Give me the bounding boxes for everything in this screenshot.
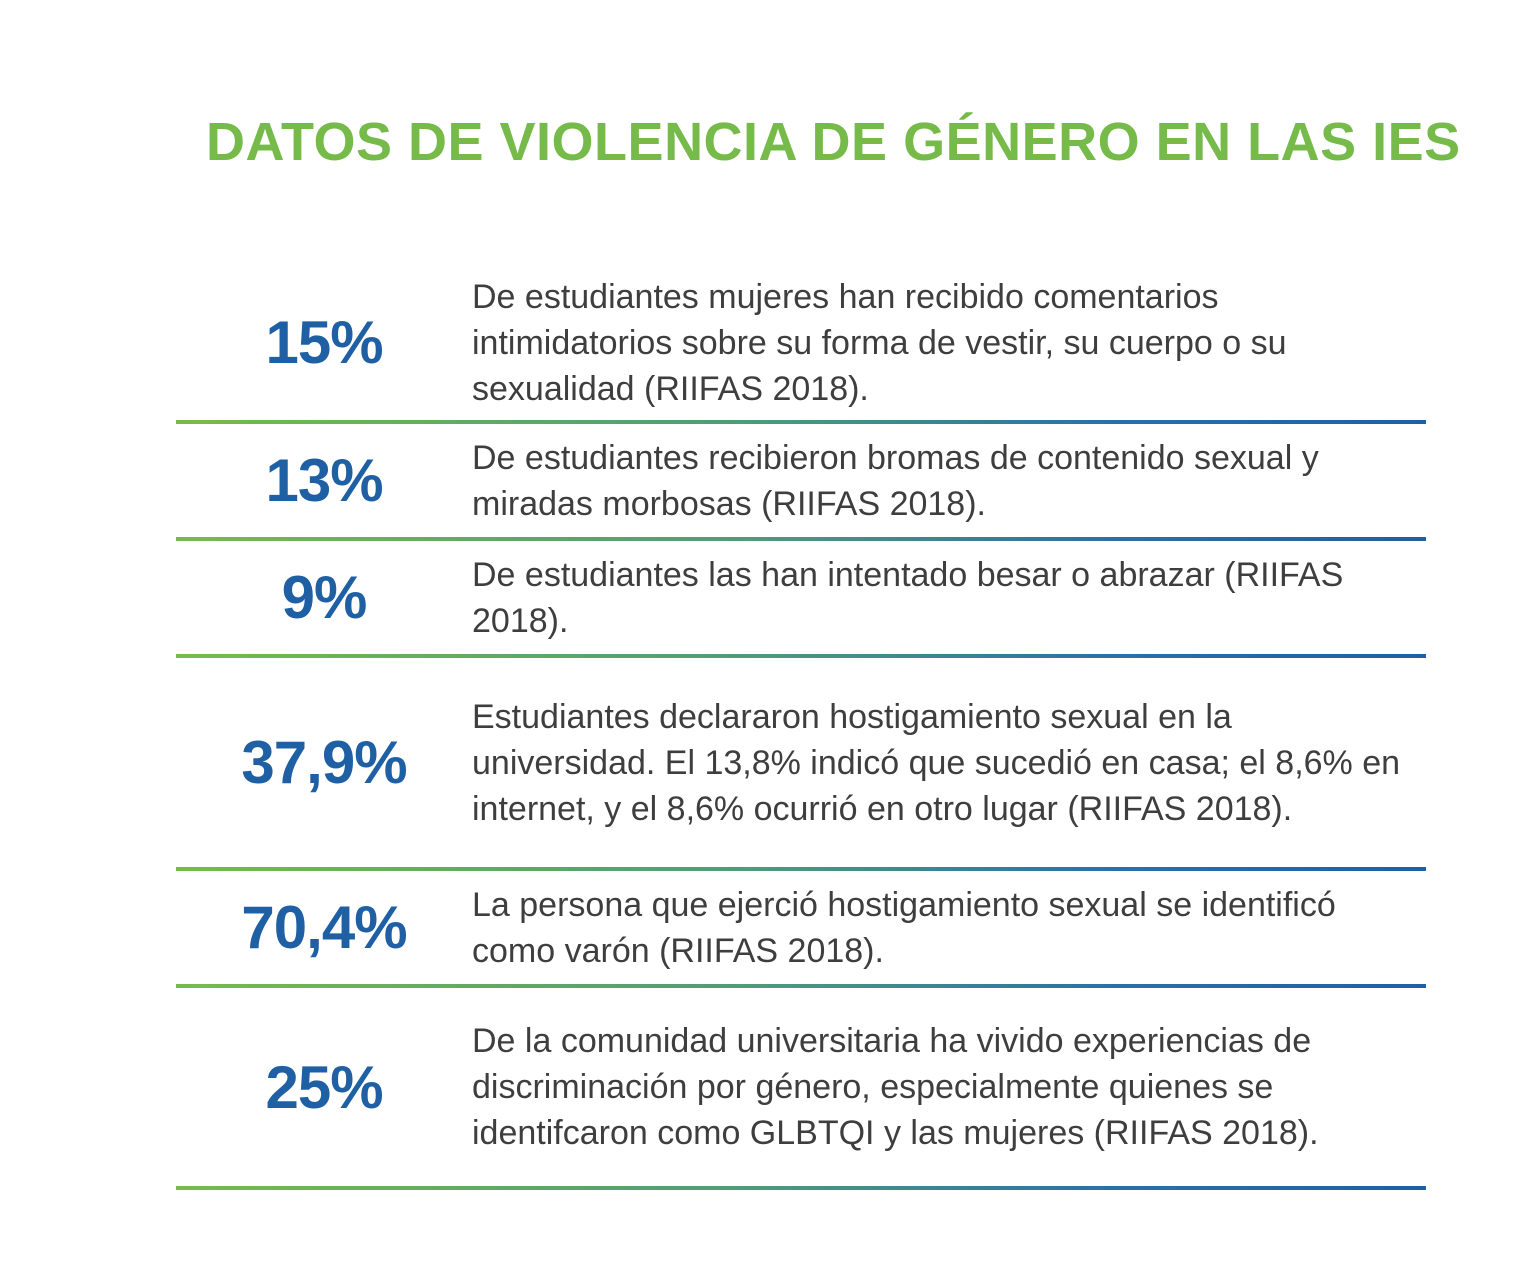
stat-row: 37,9% Estudiantes declararon hostigamien…: [176, 658, 1426, 867]
stats-list: 15% De estudiantes mujeres han recibido …: [176, 265, 1426, 1190]
stat-description: De estudiantes mujeres han recibido come…: [472, 277, 1287, 408]
stat-description: La persona que ejerció hostigamiento sex…: [472, 885, 1336, 970]
stat-description: De la comunidad universitaria ha vivido …: [472, 1022, 1319, 1152]
row-divider: [176, 867, 1426, 871]
stat-percent: 37,9%: [241, 729, 407, 796]
stat-percent: 9%: [281, 564, 368, 631]
row-divider: [176, 984, 1426, 988]
stat-description: De estudiantes recibieron bromas de cont…: [472, 438, 1319, 523]
stat-percent: 15%: [265, 309, 383, 376]
stat-row: 15% De estudiantes mujeres han recibido …: [176, 265, 1426, 420]
page-title: DATOS DE VIOLENCIA DE GÉNERO EN LAS IES: [206, 112, 1461, 172]
stat-row: 70,4% La persona que ejerció hostigamien…: [176, 871, 1426, 984]
row-divider: [176, 654, 1426, 658]
stat-description: Estudiantes declararon hostigamiento sex…: [472, 697, 1401, 828]
stat-row: 13% De estudiantes recibieron bromas de …: [176, 424, 1426, 537]
stat-percent: 13%: [265, 447, 383, 514]
stat-percent: 70,4%: [241, 894, 407, 961]
stat-row: 25% De la comunidad universitaria ha viv…: [176, 988, 1426, 1186]
stat-row: 9% De estudiantes las han intentado besa…: [176, 541, 1426, 654]
row-divider: [176, 537, 1426, 541]
row-divider: [176, 420, 1426, 424]
stat-description: De estudiantes las han intentado besar o…: [472, 555, 1344, 640]
row-divider: [176, 1186, 1426, 1190]
stat-percent: 25%: [265, 1053, 383, 1121]
